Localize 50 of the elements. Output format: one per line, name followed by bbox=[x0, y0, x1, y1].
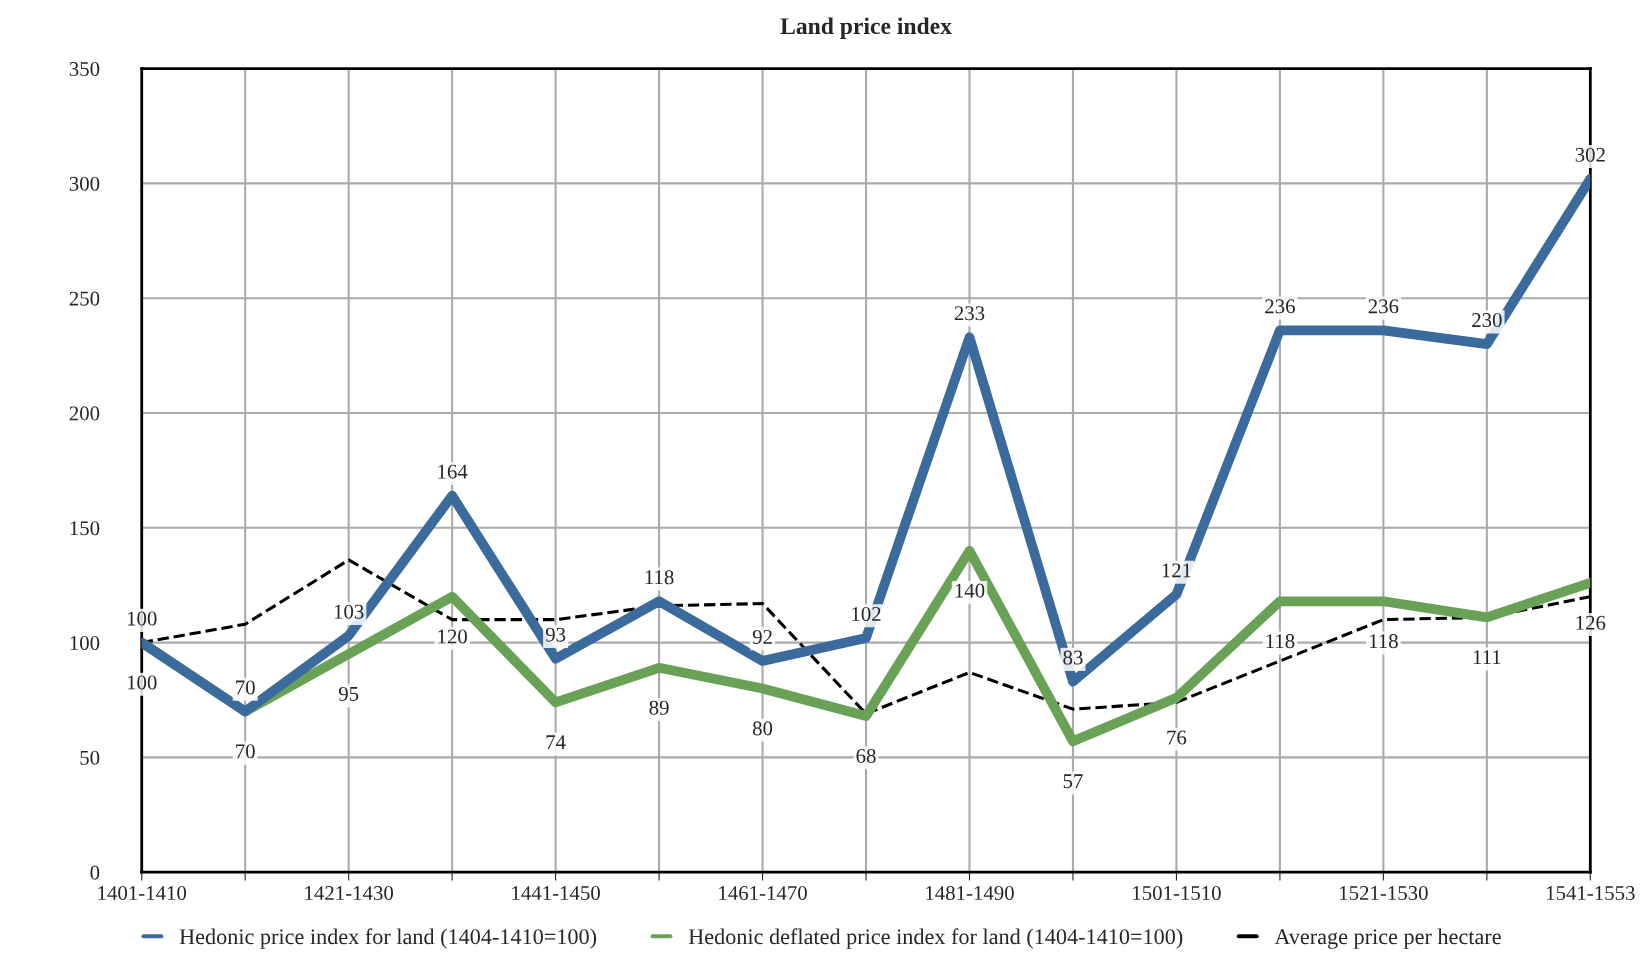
data-label: 118 bbox=[645, 570, 674, 585]
data-label: 83 bbox=[1063, 650, 1083, 665]
data-label: 93 bbox=[545, 627, 566, 642]
y-tick-label: 300 bbox=[69, 176, 100, 191]
x-tick-label: 1541-1553 bbox=[1547, 886, 1635, 901]
legend-label: Hedonic price index for land (1404-1410=100) bbox=[179, 928, 597, 949]
data-label: 102 bbox=[852, 606, 881, 621]
x-tick-label: 1481-1490 bbox=[926, 886, 1014, 901]
legend-label: Hedonic deflated price index for land (1404-1410=100) bbox=[688, 928, 1183, 949]
data-label: 233 bbox=[954, 306, 985, 321]
data-label: 100 bbox=[127, 611, 157, 626]
data-label: 76 bbox=[1167, 730, 1187, 745]
data-label: 236 bbox=[1368, 299, 1399, 314]
data-label: 126 bbox=[1576, 615, 1606, 630]
legend-label: Average price per hectare bbox=[1274, 928, 1501, 949]
data-label: 74 bbox=[546, 735, 566, 749]
chart-title: Land price index bbox=[780, 17, 952, 39]
data-label: 111 bbox=[1473, 650, 1501, 665]
x-tick-label: 1501-1510 bbox=[1133, 886, 1221, 901]
data-label: 230 bbox=[1472, 313, 1502, 328]
y-tick-label: 50 bbox=[80, 750, 100, 765]
data-label: 70 bbox=[236, 680, 255, 695]
y-tick-label: 350 bbox=[69, 61, 100, 77]
data-label: 92 bbox=[752, 629, 772, 644]
data-label: 121 bbox=[1162, 563, 1191, 578]
data-label: 118 bbox=[1266, 634, 1295, 649]
data-label: 302 bbox=[1575, 147, 1605, 162]
data-label: 120 bbox=[438, 629, 467, 644]
data-label: 57 bbox=[1063, 774, 1083, 789]
y-tick-label: 150 bbox=[70, 521, 100, 536]
data-label: 100 bbox=[127, 675, 157, 690]
x-tick-label: 1401-1410 bbox=[98, 886, 187, 901]
y-tick-label: 100 bbox=[70, 635, 100, 651]
data-label: 89 bbox=[649, 700, 669, 715]
y-tick-label: 250 bbox=[69, 291, 100, 306]
data-label: 236 bbox=[1265, 299, 1295, 314]
data-label: 80 bbox=[752, 721, 773, 736]
data-label: 68 bbox=[856, 748, 876, 763]
y-tick-label: 0 bbox=[90, 865, 100, 880]
data-label: 140 bbox=[955, 583, 985, 598]
data-label: 103 bbox=[334, 604, 364, 619]
y-tick-label: 200 bbox=[69, 406, 100, 421]
x-tick-label: 1461-1470 bbox=[719, 886, 807, 901]
x-tick-label: 1421-1430 bbox=[305, 886, 394, 901]
data-label: 70 bbox=[236, 744, 255, 759]
x-tick-label: 1441-1450 bbox=[512, 886, 600, 901]
x-tick-label: 1521-1530 bbox=[1340, 886, 1428, 901]
data-label: 95 bbox=[338, 686, 359, 701]
data-label: 164 bbox=[438, 464, 468, 479]
data-label: 118 bbox=[1369, 634, 1398, 649]
